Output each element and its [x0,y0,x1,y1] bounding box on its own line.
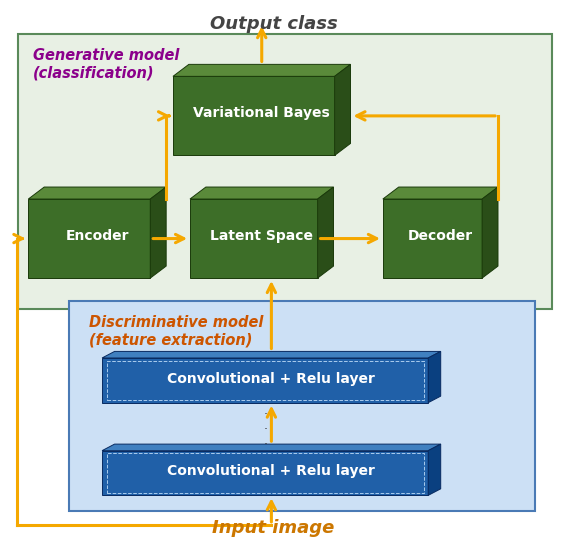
Text: Discriminative model
(feature extraction): Discriminative model (feature extraction… [89,315,264,347]
Polygon shape [317,187,333,278]
Polygon shape [102,444,441,450]
Polygon shape [28,187,166,199]
Polygon shape [428,351,441,403]
Text: Generative model
(classification): Generative model (classification) [32,48,179,80]
FancyBboxPatch shape [102,358,428,403]
Text: Encoder: Encoder [66,229,129,243]
FancyBboxPatch shape [102,450,428,495]
Polygon shape [428,444,441,495]
FancyBboxPatch shape [70,301,535,511]
Polygon shape [335,64,351,156]
Text: Variational Bayes: Variational Bayes [193,106,330,120]
FancyBboxPatch shape [18,34,552,310]
FancyBboxPatch shape [28,199,150,278]
Polygon shape [173,64,351,76]
FancyBboxPatch shape [173,76,335,156]
Text: Latent Space: Latent Space [210,229,314,243]
Polygon shape [150,187,166,278]
Text: Output class: Output class [210,15,337,33]
Polygon shape [482,187,498,278]
Text: Input image: Input image [213,519,335,537]
Text: Convolutional + Relu layer: Convolutional + Relu layer [168,372,375,386]
Polygon shape [383,187,498,199]
Text: Convolutional + Relu layer: Convolutional + Relu layer [168,464,375,478]
Polygon shape [190,187,333,199]
Text: .
.
.: . . . [263,404,267,447]
FancyBboxPatch shape [190,199,317,278]
FancyBboxPatch shape [383,199,482,278]
Text: Decoder: Decoder [408,229,473,243]
Polygon shape [102,351,441,358]
